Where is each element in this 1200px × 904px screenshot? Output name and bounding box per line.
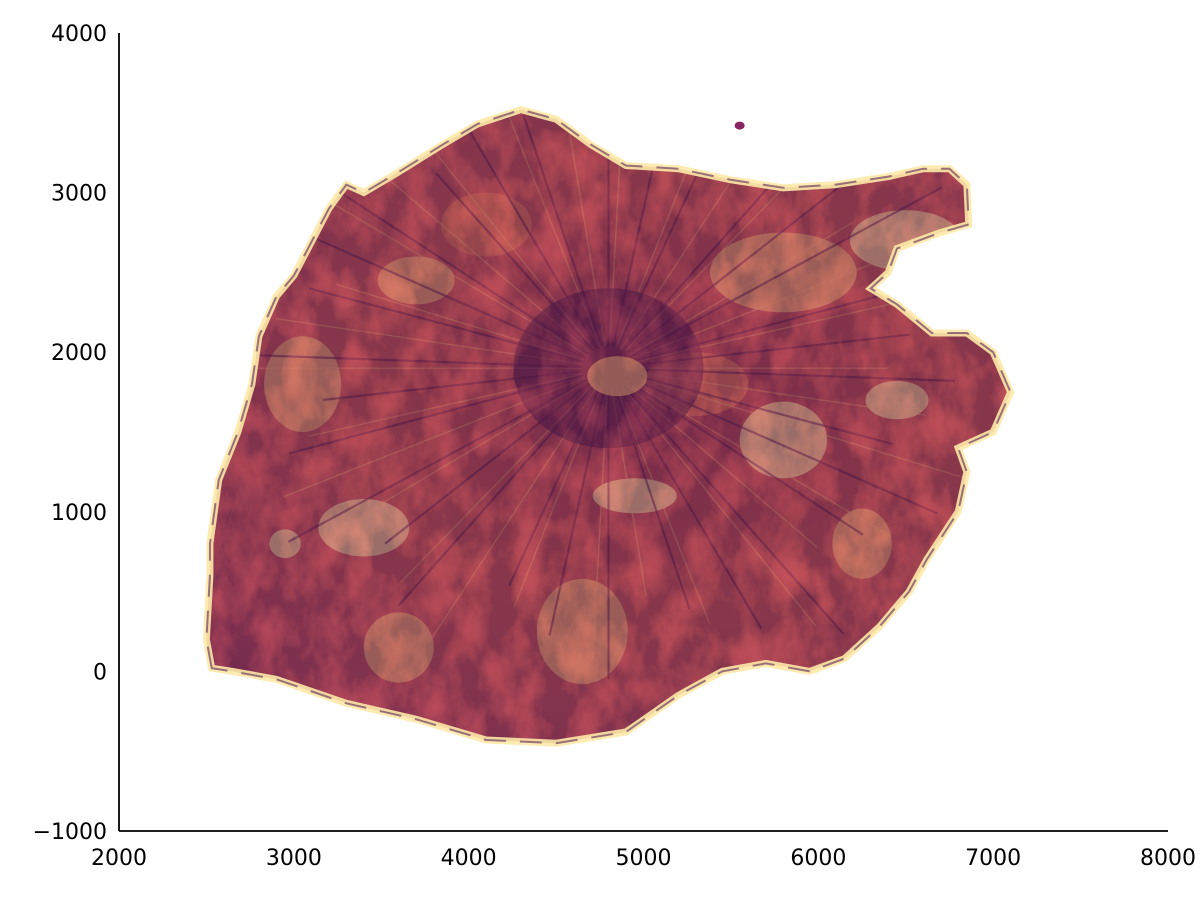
y-tick-label: 3000 xyxy=(51,182,107,207)
islet xyxy=(734,121,745,130)
x-tick-label: 7000 xyxy=(965,846,1021,871)
tick-labels: 2000 3000 4000 5000 6000 7000 8000 −1000 0 1000 20… xyxy=(33,22,1196,871)
y-tick-label: −1000 xyxy=(33,820,107,845)
coast-cliffs xyxy=(205,108,1012,745)
x-tick-label: 6000 xyxy=(790,846,846,871)
x-tick-label: 2000 xyxy=(91,846,147,871)
relief-texture xyxy=(206,109,1011,744)
y-tick-label: 2000 xyxy=(51,341,107,366)
heatmap-raster xyxy=(202,105,1015,747)
x-tick-label: 4000 xyxy=(441,846,497,871)
x-tick-label: 8000 xyxy=(1140,846,1196,871)
y-tick-label: 1000 xyxy=(51,501,107,526)
x-tick-label: 5000 xyxy=(616,846,672,871)
x-tick-label: 3000 xyxy=(266,846,322,871)
y-tick-label: 4000 xyxy=(51,22,107,47)
y-tick-label: 0 xyxy=(93,660,107,685)
axes xyxy=(118,33,1168,832)
island-relief xyxy=(206,109,1011,744)
